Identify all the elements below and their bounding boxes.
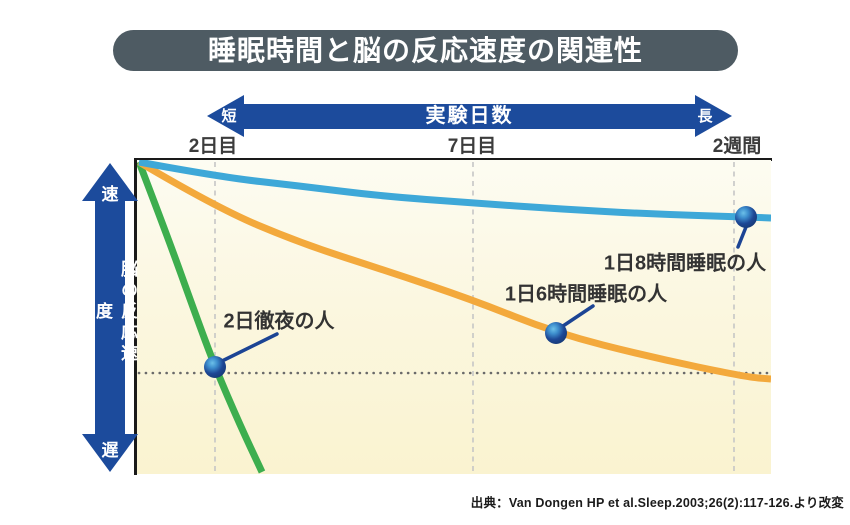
arrow-right-icon <box>695 95 732 137</box>
arrow-left-icon <box>207 95 244 137</box>
series-line-2日徹夜の人 <box>137 160 266 474</box>
x-tick-week2: 2週間 <box>712 136 762 157</box>
series-label-1日8時間睡眠の人: 1日8時間睡眠の人 <box>603 252 767 275</box>
x-axis-arrow: 短 実験日数 長 <box>207 94 732 138</box>
chart-top-border <box>134 158 772 161</box>
x-tick-day7: 7日目 <box>447 136 497 157</box>
y-axis-fast-label: 速 <box>101 185 119 204</box>
series-label-2日徹夜の人: 2日徹夜の人 <box>223 310 335 333</box>
series-label-1日6時間睡眠の人: 1日6時間睡眠の人 <box>504 283 668 306</box>
source-citation: 出典：Van Dongen HP et al.Sleep.2003;26(2):… <box>470 496 844 510</box>
series-line-1日8時間睡眠の人 <box>138 160 771 222</box>
x-axis-long-label: 長 <box>697 108 713 125</box>
x-tick-day2: 2日目 <box>188 136 238 157</box>
data-point-2日徹夜の人 <box>204 356 226 378</box>
callout-line-1 <box>558 304 595 330</box>
x-axis-short-label: 短 <box>221 108 237 125</box>
y-axis-arrow <box>82 163 138 472</box>
x-axis-arrow-body <box>240 104 699 129</box>
x-axis-title: 実験日数 <box>425 105 514 127</box>
page-title: 睡眠時間と脳の反応速度の関連性 <box>113 30 738 71</box>
y-axis-slow-label: 遅 <box>101 441 119 460</box>
data-point-1日8時間睡眠の人 <box>735 206 757 228</box>
series-line-1日6時間睡眠の人 <box>137 160 771 383</box>
chart-area: 2日徹夜の人 1日6時間睡眠の人 1日8時間睡眠の人 <box>137 160 771 474</box>
chart-canvas <box>137 160 771 474</box>
chart-left-border <box>134 158 137 475</box>
y-axis-title: 脳の反応速度 <box>93 259 137 365</box>
data-point-1日6時間睡眠の人 <box>545 322 567 344</box>
callout-line-0 <box>216 332 279 365</box>
